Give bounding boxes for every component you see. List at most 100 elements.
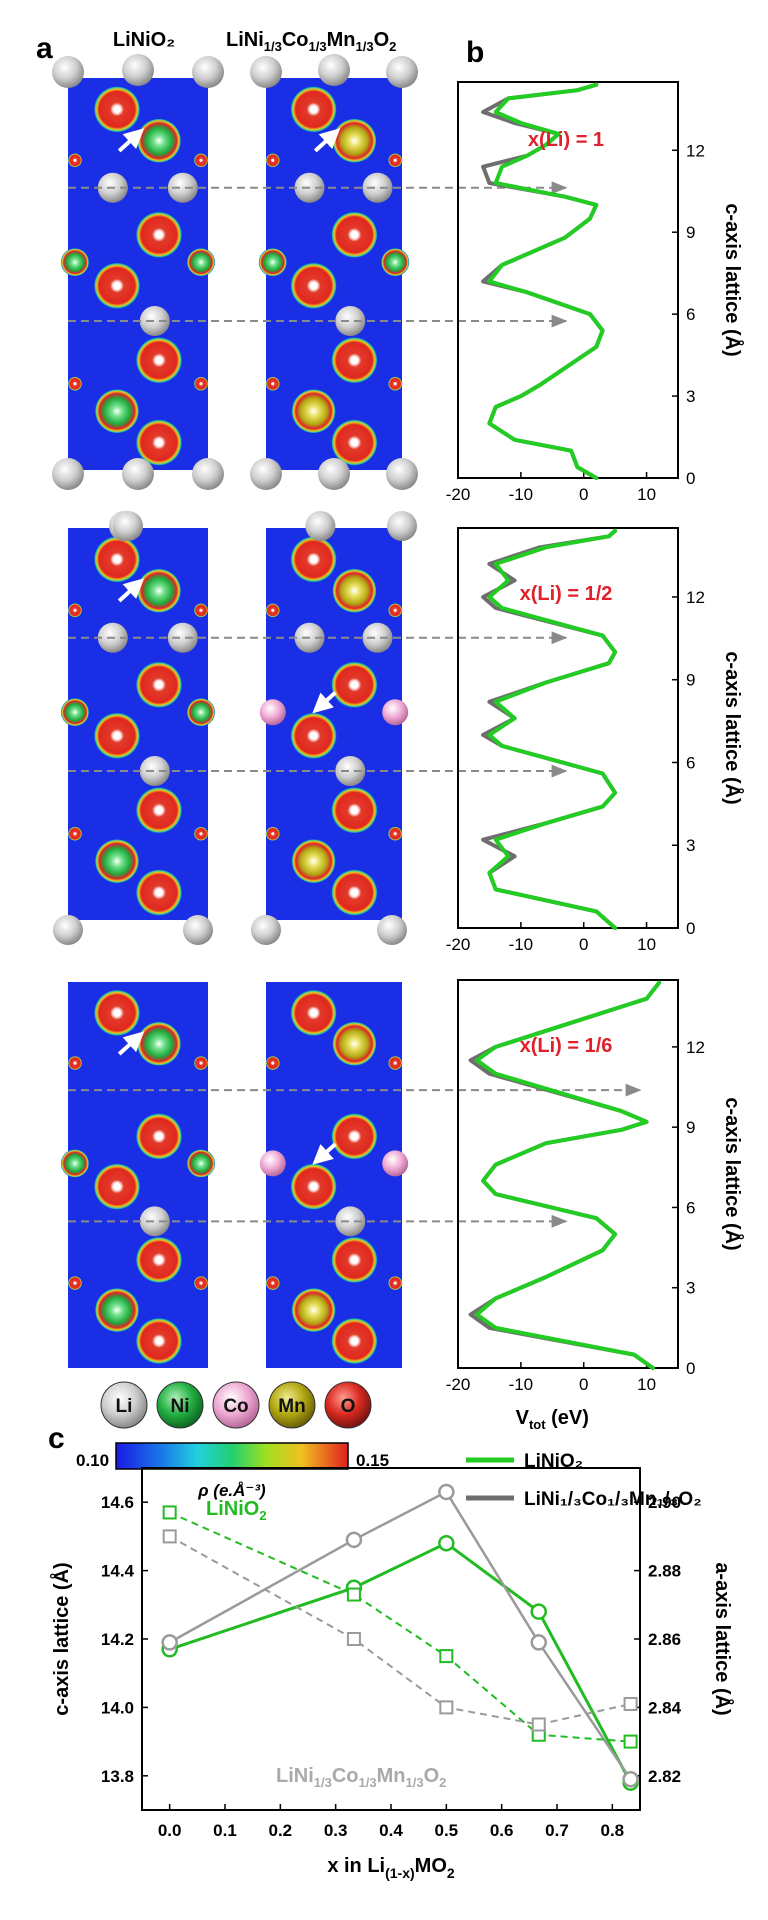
li-atom	[192, 458, 224, 490]
oxygen-core	[350, 439, 358, 447]
y-left-axis-label: c-axis lattice (Å)	[49, 1562, 73, 1715]
oxygen-edge	[265, 376, 280, 391]
x-tick-label: -10	[509, 485, 534, 504]
li-atom	[362, 622, 393, 653]
series-label-nmc: LiNi1/3Co1/3Mn1/3O2	[276, 1765, 446, 1790]
oxygen-core	[113, 105, 121, 113]
oxygen-edge	[194, 376, 208, 391]
li-atom	[251, 915, 281, 945]
panel-label-b: b	[466, 36, 484, 69]
plot-frame	[457, 527, 679, 929]
c-axis-data-point	[345, 1531, 363, 1549]
potential-series-line	[474, 980, 662, 1370]
oxygen-edge	[265, 153, 280, 168]
li-atom	[318, 54, 350, 86]
li-atom	[122, 54, 154, 86]
y-tick-label: 6	[686, 305, 695, 324]
li-concentration-label: x(Li) = 1/2	[520, 583, 613, 605]
c-axis-data-point	[438, 1534, 455, 1552]
y-right-tick-label: 2.90	[648, 1493, 681, 1512]
li-concentration-label: x(Li) = 1	[528, 129, 604, 151]
oxygen-edge	[194, 603, 208, 618]
a-axis-data-point	[346, 1587, 361, 1602]
oxygen-edge	[194, 153, 208, 168]
x-tick-label: 0.2	[269, 1821, 293, 1840]
li-atom	[377, 915, 407, 945]
li-atom	[52, 56, 84, 88]
oxygen-edge	[388, 603, 403, 618]
li-atom	[113, 511, 143, 541]
oxygen-edge	[68, 1276, 82, 1291]
y-axis-label: c-axis lattice (Å)	[721, 1097, 745, 1250]
legend-label-linio2: LiNiO₂	[524, 1451, 583, 1472]
li-atom	[139, 1206, 170, 1237]
li-atom	[122, 458, 154, 490]
nickel-density	[95, 839, 139, 884]
nickel-density	[258, 248, 287, 277]
element-legend: Li Ni Co Mn O	[100, 1381, 372, 1429]
nickel-density	[187, 1149, 215, 1178]
oxygen-edge	[265, 1276, 280, 1291]
oxygen-core	[350, 806, 358, 814]
highlight-arrow	[117, 128, 145, 153]
oxygen-edge	[388, 826, 403, 841]
oxygen-core	[350, 1256, 358, 1264]
y-tick-label: 9	[686, 671, 695, 690]
x-tick-label: 10	[637, 935, 656, 954]
structure-row2-col2	[251, 511, 417, 945]
oxygen-core	[155, 231, 163, 239]
structure-row1-col1	[52, 54, 224, 490]
li-atom	[250, 56, 282, 88]
li-atom	[335, 306, 366, 337]
a-axis-data-point	[162, 1529, 177, 1544]
oxygen-edge	[68, 153, 82, 168]
oxygen-core	[155, 681, 163, 689]
oxygen-core	[155, 1256, 163, 1264]
structure-row1-col2	[250, 54, 418, 490]
oxygen-edge	[68, 603, 82, 618]
li-atom	[386, 458, 418, 490]
li-atom	[250, 458, 282, 490]
x-tick-label: 0.5	[435, 1821, 459, 1840]
y-tick-label: 12	[686, 1038, 705, 1057]
oxygen-core	[350, 231, 358, 239]
li-atom	[192, 56, 224, 88]
oxygen-edge	[388, 1276, 403, 1291]
c-axis-data-point	[530, 1634, 547, 1651]
highlight-arrow	[312, 691, 337, 714]
manganese-density	[332, 118, 377, 163]
oxygen-edge	[68, 826, 82, 841]
series-label-linio2: LiNiO2	[206, 1498, 267, 1523]
x-tick-label: 0.4	[379, 1821, 403, 1840]
x-tick-label: 0.3	[324, 1821, 348, 1840]
x-tick-label: -10	[509, 1375, 534, 1394]
oxygen-edge	[388, 1056, 403, 1071]
li-atom	[305, 511, 336, 541]
x-axis-label: x in Li(1-x)MO2	[327, 1855, 455, 1881]
a-axis-data-point	[623, 1734, 638, 1749]
legend-atom-label-mn: Mn	[278, 1396, 305, 1417]
legend-atom-li	[100, 1381, 148, 1429]
x-tick-label: -20	[446, 1375, 471, 1394]
c-axis-data-point	[161, 1634, 178, 1651]
oxygen-core	[155, 1132, 163, 1140]
y-left-tick-label: 14.0	[101, 1698, 134, 1717]
li-atom	[362, 172, 393, 203]
oxygen-core	[310, 1183, 318, 1191]
potential-series-line	[487, 82, 605, 480]
x-tick-label: -10	[509, 935, 534, 954]
structure-title-right: LiNi1/3Co1/3Mn1/3O2	[226, 29, 396, 54]
y-axis-label: c-axis lattice (Å)	[721, 651, 745, 804]
li-atom	[387, 511, 417, 541]
nickel-density	[61, 1149, 89, 1178]
oxygen-edge	[265, 826, 280, 841]
x-tick-label: 0	[579, 935, 588, 954]
c-axis-data-point	[530, 1603, 547, 1620]
legend-label-nmc: LiNi₁/₃Co₁/₃Mn₁/₃O₂	[524, 1489, 702, 1510]
oxygen-core	[155, 439, 163, 447]
y-tick-label: 0	[686, 1359, 695, 1378]
colorbar: 0.10 0.15 ρ (e.Å⁻³)	[76, 1442, 389, 1500]
x-tick-label: 0.7	[545, 1821, 569, 1840]
a-axis-data-point	[439, 1649, 454, 1664]
oxygen-core	[155, 356, 163, 364]
